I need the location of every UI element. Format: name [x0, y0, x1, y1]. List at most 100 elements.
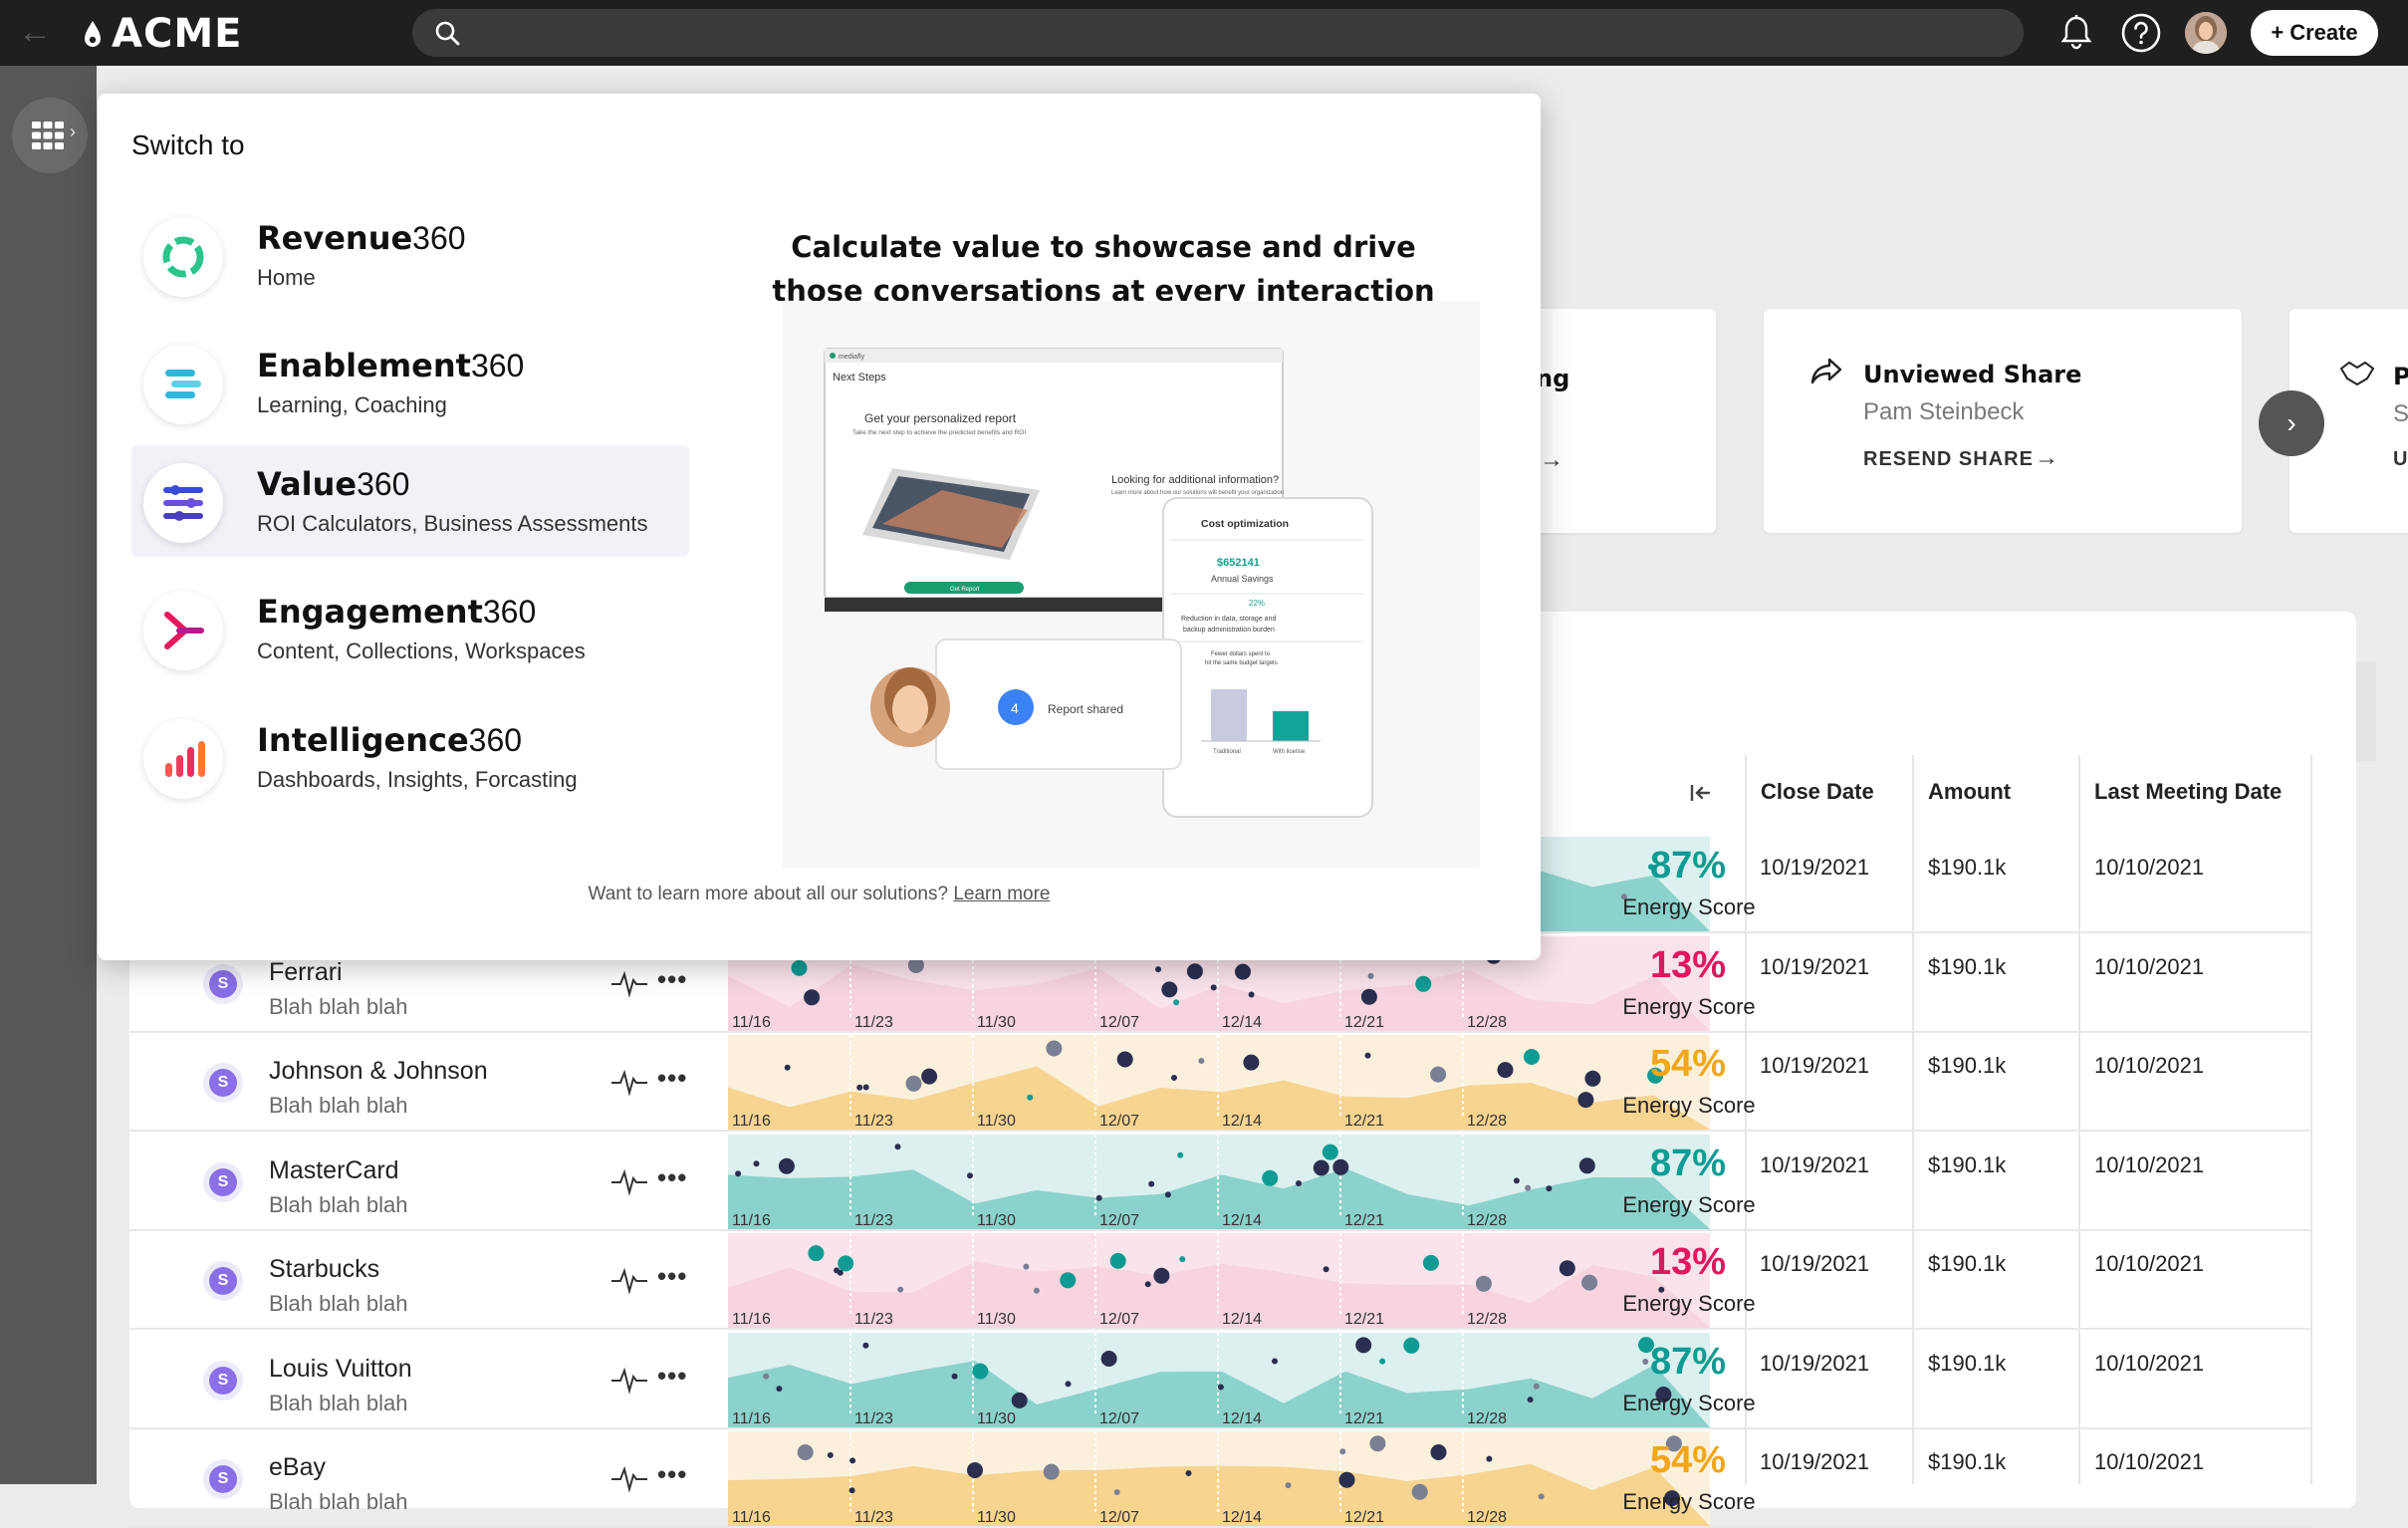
help-icon[interactable] — [2120, 12, 2162, 54]
user-avatar[interactable] — [2185, 12, 2227, 54]
learn-more-link[interactable]: Learn more — [953, 884, 1051, 904]
plus-icon: + — [2271, 20, 2285, 45]
app-item-value[interactable]: Value360 ROI Calculators, Business Assess… — [131, 445, 689, 557]
unviewed-share-card[interactable]: Unviewed Share Pam Steinbeck RESEND SHAR… — [1764, 309, 2242, 533]
account-name[interactable]: Louis Vuitton — [269, 1355, 412, 1383]
app-name-suffix: 360 — [470, 348, 525, 383]
search-bar[interactable] — [412, 9, 2024, 57]
search-input[interactable] — [474, 17, 1992, 51]
column-header-last-meeting-date[interactable]: Last Meeting Date — [2094, 779, 2283, 804]
handshake-icon — [2339, 361, 2375, 386]
activity-pulse-icon[interactable] — [611, 1067, 647, 1097]
energy-score-label: Energy Score — [1622, 1093, 1756, 1118]
activity-dot — [1430, 1444, 1447, 1460]
more-options-icon[interactable]: ••• — [657, 1261, 688, 1291]
activity-dot — [1360, 988, 1377, 1005]
app-item-intelligence[interactable]: Intelligence360 Dashboards, Insights, For… — [131, 701, 689, 813]
salesforce-badge-icon: S — [209, 1069, 237, 1097]
app-item-revenue[interactable]: Revenue360 Home — [131, 199, 689, 311]
activity-dot — [1430, 1066, 1447, 1083]
column-header-amount[interactable]: Amount — [1928, 779, 2012, 804]
timeline-date-tick: 11/16 — [732, 1212, 771, 1229]
activity-dot — [862, 1342, 869, 1349]
activity-dot — [1364, 1052, 1371, 1059]
timeline-date-tick: 12/07 — [1099, 1014, 1139, 1031]
timeline-date-tick: 11/16 — [732, 1113, 771, 1130]
mini-bar-license — [1273, 711, 1309, 741]
mini-brand: mediafly — [839, 354, 865, 361]
resend-share-link[interactable]: RESEND SHARE — [1863, 448, 2034, 470]
activity-dot — [778, 1157, 795, 1174]
table-row[interactable]: S Johnson & Johnson Blah blah blah ••• 11/16… — [129, 1033, 2310, 1132]
mini-savings-value: $652141 — [1217, 557, 1260, 569]
table-row[interactable]: S Starbucks Blah blah blah ••• 11/16 11/23 11/… — [129, 1231, 2310, 1330]
energy-score-value: 87% — [1649, 845, 1727, 887]
app-name-suffix: 360 — [412, 220, 466, 256]
timeline-date-tick: 12/07 — [1099, 1410, 1139, 1427]
activity-dot — [1095, 1194, 1102, 1201]
activity-dot — [897, 1286, 904, 1293]
app-name: Revenue360 — [257, 219, 466, 257]
create-button[interactable]: + Create — [2251, 10, 2378, 56]
activity-dot — [1559, 1260, 1575, 1277]
activity-dot — [1285, 1482, 1292, 1489]
activity-pulse-icon[interactable] — [611, 1365, 647, 1395]
more-options-icon[interactable]: ••• — [657, 964, 688, 994]
carousel-next-button[interactable]: › — [2259, 390, 2324, 456]
app-item-engagement[interactable]: Engagement360 Content, Collections, Works… — [131, 573, 689, 684]
more-options-icon[interactable]: ••• — [657, 1063, 688, 1093]
close-date-cell: 10/19/2021 — [1760, 1351, 1870, 1376]
timeline-date-tick: 11/30 — [977, 1509, 1016, 1526]
activity-pulse-icon[interactable] — [611, 1463, 647, 1493]
collapse-left-icon[interactable] — [1689, 781, 1713, 805]
salesforce-badge-icon: S — [209, 970, 237, 998]
amount-cell: $190.1k — [1928, 1053, 2007, 1078]
activity-dot — [1116, 1051, 1133, 1068]
app-description: Home — [257, 265, 316, 290]
account-name[interactable]: eBay — [269, 1453, 326, 1481]
energy-score-label: Energy Score — [1622, 1192, 1756, 1217]
brand-logo[interactable]: ACME — [82, 11, 242, 57]
account-name[interactable]: Starbucks — [269, 1255, 380, 1283]
chevron-right-icon: › — [70, 122, 76, 141]
card-action[interactable]: U — [2393, 448, 2408, 470]
table-row[interactable]: S MasterCard Blah blah blah ••• 11/16 11/23 11… — [129, 1133, 2310, 1231]
timeline-date-tick: 12/07 — [1099, 1509, 1139, 1526]
activity-dot — [1497, 1062, 1514, 1079]
more-options-icon[interactable]: ••• — [657, 1162, 688, 1192]
brand-dot-icon — [830, 353, 836, 359]
arrow-right-icon[interactable]: → — [1540, 446, 1565, 473]
energy-score-value: 54% — [1649, 1043, 1727, 1085]
timeline-date-tick: 11/16 — [732, 1410, 771, 1427]
account-name[interactable]: Ferrari — [269, 958, 343, 986]
account-name[interactable]: Johnson & Johnson — [269, 1057, 488, 1085]
next-card-partial[interactable]: P S U — [2289, 309, 2408, 533]
column-header-close-date[interactable]: Close Date — [1761, 779, 1874, 804]
card-title: ng — [1536, 365, 1570, 392]
activity-card-partial[interactable]: ng → — [1524, 309, 1716, 533]
table-row[interactable]: S Ferrari Blah blah blah ••• 11/16 11/23 11/30… — [129, 934, 2310, 1033]
activity-pulse-icon[interactable] — [611, 1265, 647, 1295]
app-switcher-button[interactable]: › — [12, 98, 88, 173]
energy-score-label: Energy Score — [1622, 994, 1756, 1019]
scrollbar[interactable] — [2356, 661, 2376, 761]
table-row[interactable]: S Louis Vuitton Blah blah blah ••• 11/16 11/2… — [129, 1331, 2310, 1429]
activity-dot — [1185, 1470, 1192, 1476]
more-options-icon[interactable]: ••• — [657, 1361, 688, 1391]
activity-dot — [1367, 972, 1374, 979]
account-name[interactable]: MasterCard — [269, 1156, 399, 1184]
more-options-icon[interactable]: ••• — [657, 1459, 688, 1489]
mini-bar-traditional — [1211, 689, 1247, 741]
account-subtitle: Blah blah blah — [269, 1093, 408, 1118]
salesforce-badge-icon: S — [209, 1168, 237, 1196]
bell-icon[interactable] — [2055, 12, 2097, 54]
activity-dot — [797, 1444, 814, 1460]
column-divider — [2078, 755, 2080, 1484]
app-item-enablement[interactable]: Enablement360 Learning, Coaching — [131, 327, 689, 438]
activity-pulse-icon[interactable] — [611, 968, 647, 998]
activity-pulse-icon[interactable] — [611, 1166, 647, 1196]
back-arrow-icon[interactable]: ← — [18, 13, 52, 51]
phone-card — [1162, 497, 1373, 818]
revenue-ring-icon — [162, 236, 204, 278]
